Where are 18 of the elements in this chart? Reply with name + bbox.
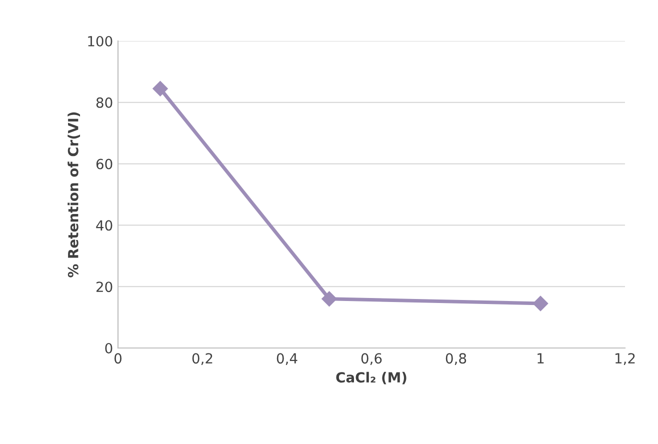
x-tick-label: 0 [114,353,122,364]
y-tick-label: 60 [96,158,112,170]
y-tick-label: 100 [88,36,112,46]
x-tick-label: 0,2 [192,353,212,366]
y-tick-label: 40 [96,220,112,231]
y-tick-label: 20 [96,282,112,292]
y-axis-title: % Retention of Cr(VI) [68,112,80,278]
x-tick-label: 0,6 [361,353,382,366]
x-tick-label: 0,4 [276,353,298,366]
point [152,81,168,96]
x-axis-title: CaCl₂ (M) [336,372,406,384]
x-tick-label: 1 [538,353,544,364]
x-tick-label: 1,2 [615,353,635,366]
x-tick-label: 0,8 [446,353,466,366]
point [532,296,548,312]
y-tick-label: 0 [105,342,112,354]
y-tick-label: 80 [96,97,112,108]
point [322,291,337,306]
